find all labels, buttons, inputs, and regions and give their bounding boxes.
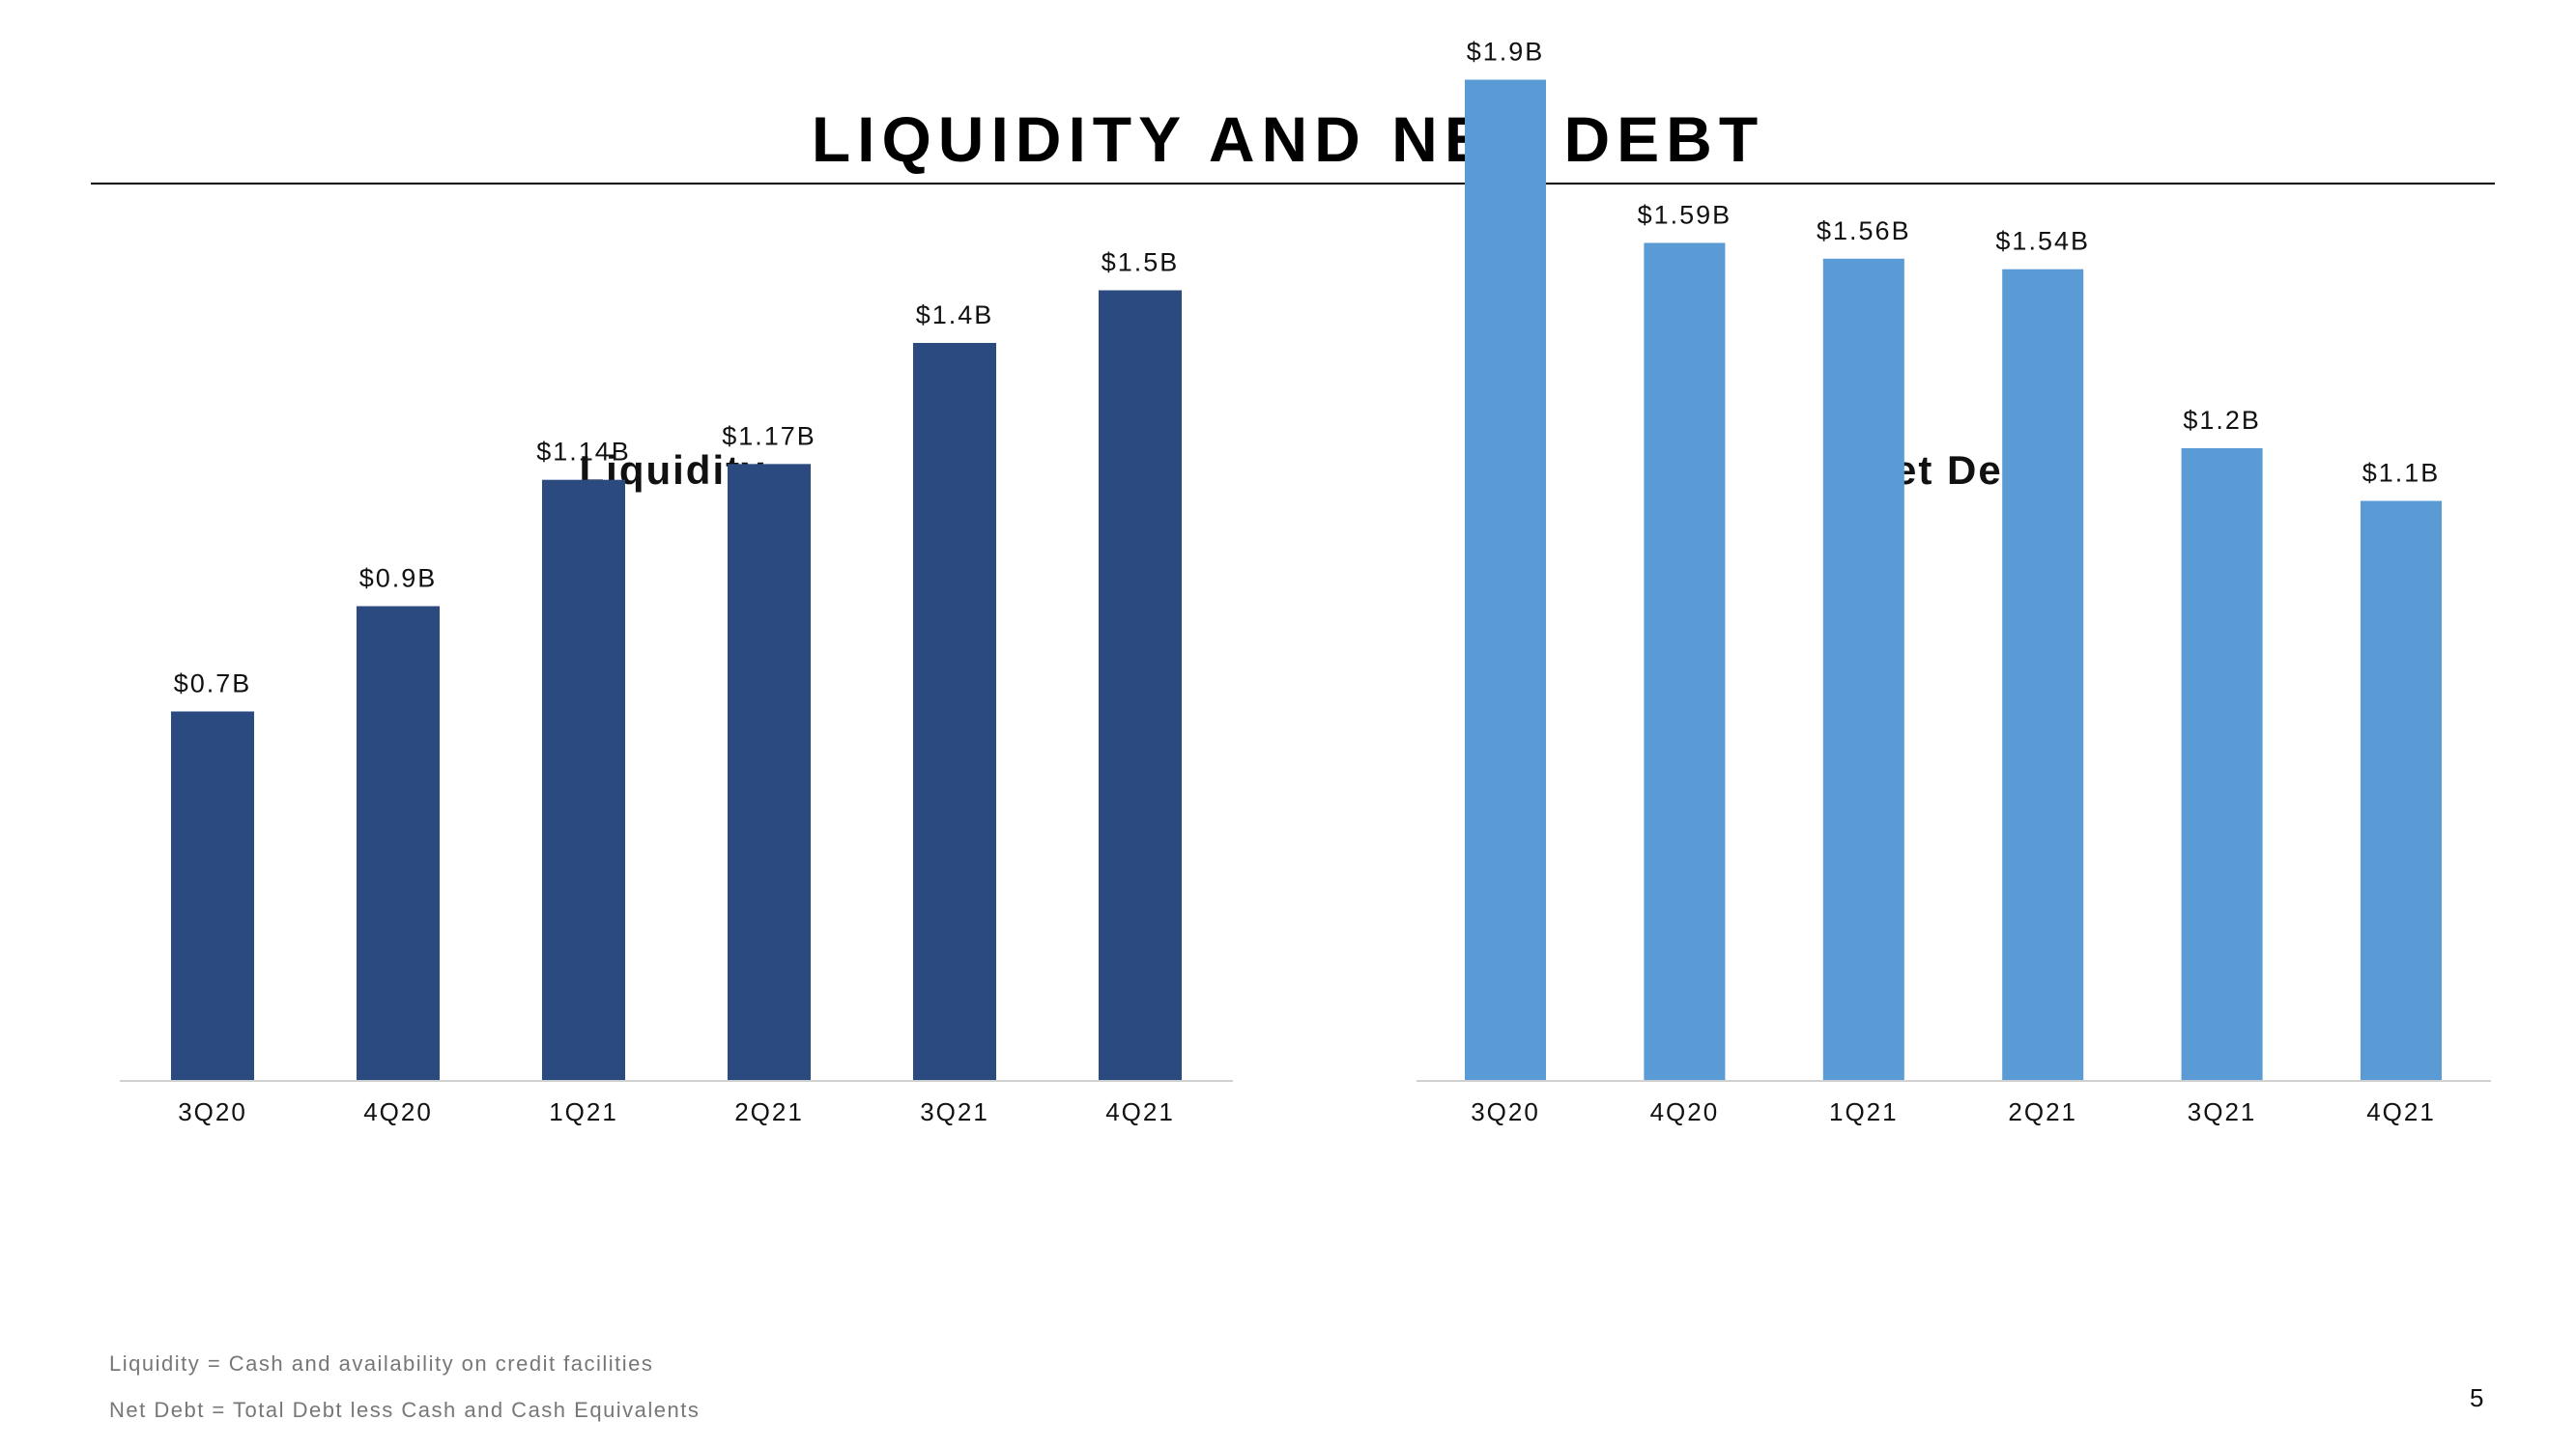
net-debt-value-label: $1.56B (1817, 216, 1911, 245)
liquidity-bar-4q20 (357, 606, 440, 1080)
net-debt-bar-3q21 (2181, 448, 2263, 1080)
liquidity-value-label: $1.14B (536, 438, 631, 467)
net-debt-bar-4q20 (1644, 242, 1726, 1080)
net-debt-bar-1q21 (1822, 258, 1904, 1080)
page-number: 5 (2470, 1383, 2484, 1412)
net-debt-value-label: $1.2B (2183, 406, 2261, 435)
liquidity-category-label: 4Q21 (1105, 1097, 1175, 1126)
net-debt-category-label: 4Q20 (1650, 1097, 1720, 1126)
title-divider (91, 183, 2495, 185)
net-debt-bar-2q21 (2002, 269, 2084, 1080)
liquidity-category-label: 1Q21 (549, 1097, 618, 1126)
liquidity-category-label: 3Q20 (178, 1097, 247, 1126)
liquidity-category-label: 2Q21 (734, 1097, 804, 1126)
liquidity-bar-4q21 (1099, 290, 1182, 1080)
footnote-net-debt: Net Debt = Total Debt less Cash and Cash… (109, 1398, 701, 1422)
liquidity-category-label: 4Q20 (363, 1097, 433, 1126)
net-debt-category-label: 2Q21 (2008, 1097, 2077, 1126)
liquidity-value-label: $1.4B (916, 300, 994, 329)
liquidity-value-label: $1.17B (722, 421, 816, 450)
liquidity-value-label: $1.5B (1102, 248, 1180, 277)
net-debt-category-label: 4Q21 (2366, 1097, 2436, 1126)
slide-title: LIQUIDITY AND NET DEBT (811, 103, 1765, 175)
liquidity-value-label: $0.7B (174, 669, 252, 698)
liquidity-bar-2q21 (728, 464, 811, 1081)
footnote-liquidity: Liquidity = Cash and availability on cre… (109, 1351, 654, 1376)
liquidity-bar-3q21 (913, 343, 996, 1080)
liquidity-bar-1q21 (542, 479, 625, 1080)
net-debt-value-label: $1.9B (1467, 38, 1545, 67)
net-debt-category-label: 3Q21 (2188, 1097, 2257, 1126)
net-debt-bar-3q20 (1465, 79, 1546, 1080)
net-debt-value-label: $1.1B (2362, 459, 2441, 488)
net-debt-value-label: $1.59B (1638, 200, 1732, 229)
net-debt-category-label: 3Q20 (1471, 1097, 1540, 1126)
liquidity-category-label: 3Q21 (920, 1097, 989, 1126)
liquidity-bar-3q20 (171, 711, 254, 1080)
liquidity-value-label: $0.9B (359, 564, 438, 593)
net-debt-value-label: $1.54B (1995, 227, 2090, 256)
net-debt-category-label: 1Q21 (1829, 1097, 1899, 1126)
net-debt-bar-4q21 (2361, 500, 2442, 1080)
